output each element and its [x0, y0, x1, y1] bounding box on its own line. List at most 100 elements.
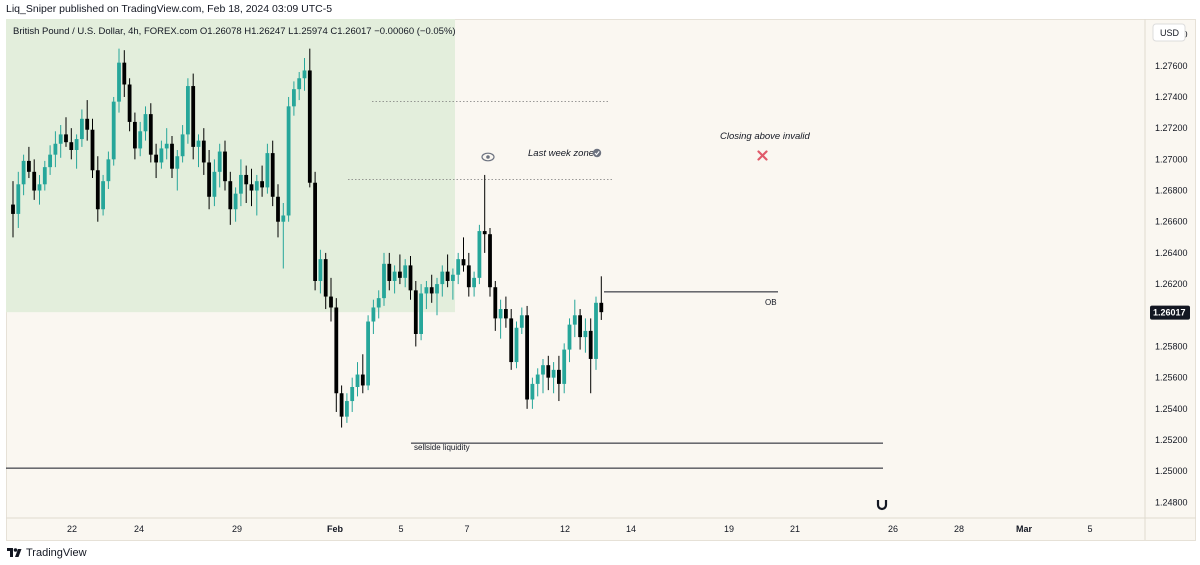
candle	[117, 48, 121, 113]
x-tick-label: 28	[954, 524, 964, 534]
candle	[382, 252, 386, 306]
y-tick-label: 1.25800	[1155, 341, 1188, 351]
candle	[307, 48, 312, 188]
candle	[355, 362, 360, 397]
header-bar: Liq_Sniper published on TradingView.com,…	[0, 0, 1200, 18]
candle	[265, 143, 270, 194]
candle	[101, 174, 105, 216]
x-tick-label: 22	[67, 524, 77, 534]
candle	[572, 299, 577, 338]
candle	[493, 280, 498, 331]
x-mark-icon	[757, 150, 768, 161]
candle	[408, 256, 413, 300]
candle	[578, 309, 582, 350]
candle	[345, 393, 349, 423]
candle	[32, 159, 37, 200]
y-tick-label: 1.26200	[1155, 279, 1188, 289]
candle	[488, 227, 492, 297]
candle	[276, 184, 280, 238]
candle	[376, 290, 381, 319]
ob-label: OB	[765, 298, 777, 307]
candle	[509, 309, 514, 370]
candle	[313, 171, 317, 291]
candle	[286, 96, 291, 222]
last-price-label: 1.26017	[1153, 308, 1186, 318]
candle	[186, 78, 190, 144]
y-tick-label: 1.25200	[1155, 435, 1188, 445]
candle	[249, 168, 254, 207]
candle	[143, 106, 148, 141]
candle	[53, 131, 58, 168]
candle	[180, 125, 185, 163]
candle	[170, 135, 174, 179]
candle	[366, 315, 370, 391]
candle	[594, 296, 598, 370]
candle	[11, 181, 15, 238]
candle	[90, 118, 95, 179]
candle	[424, 280, 429, 310]
candle	[80, 109, 84, 147]
candle	[403, 259, 408, 288]
candle	[466, 252, 471, 297]
x-tick-label: 21	[790, 524, 800, 534]
candle	[196, 134, 201, 168]
candle	[498, 299, 503, 339]
candle	[159, 140, 164, 169]
y-tick-label: 1.27000	[1155, 154, 1188, 164]
candle	[270, 140, 275, 207]
candle	[138, 121, 143, 157]
candle	[419, 284, 423, 341]
candle	[472, 271, 476, 297]
candle	[212, 159, 217, 207]
y-tick-label: 1.26600	[1155, 217, 1188, 227]
candle	[461, 237, 466, 272]
candle	[239, 159, 243, 207]
candle	[106, 151, 111, 189]
candle	[58, 125, 63, 158]
candle	[302, 57, 307, 91]
footer-brand[interactable]: TradingView	[26, 547, 87, 559]
footer: TradingView	[6, 545, 87, 561]
candle	[191, 73, 196, 160]
y-tick-label: 1.26800	[1155, 186, 1188, 196]
candle	[535, 368, 540, 397]
candle	[588, 318, 593, 394]
candle	[292, 81, 296, 116]
candle	[37, 174, 42, 205]
currency-button[interactable]	[1152, 23, 1186, 42]
candle	[583, 318, 588, 353]
candle	[329, 277, 333, 322]
candle	[95, 156, 100, 222]
candle	[154, 143, 158, 179]
currency-label: USD	[1160, 28, 1180, 38]
y-tick-label: 1.25400	[1155, 404, 1188, 414]
candle	[482, 174, 487, 253]
candle	[64, 117, 68, 147]
candle	[371, 299, 376, 334]
candle	[551, 362, 556, 394]
candle	[504, 296, 508, 328]
x-tick-label: 5	[1087, 524, 1092, 534]
symbol-legend: British Pound / U.S. Dollar, 4h, FOREX.c…	[13, 26, 456, 37]
magnet-icon[interactable]	[876, 500, 888, 511]
candle	[477, 224, 482, 285]
candle	[435, 277, 439, 316]
candle	[85, 100, 90, 141]
candle	[360, 354, 365, 394]
candle	[48, 145, 52, 175]
candle	[562, 343, 567, 394]
tradingview-logo-icon	[7, 548, 22, 557]
candle	[530, 377, 535, 409]
candle	[16, 171, 21, 228]
x-tick-label: 26	[888, 524, 898, 534]
eye-icon[interactable]	[481, 152, 495, 162]
candle	[297, 72, 302, 101]
x-tick-label: Mar	[1016, 524, 1033, 534]
candle	[244, 165, 249, 204]
last-week-zone-box	[6, 19, 455, 313]
sellside-label: sellside liquidity	[414, 443, 470, 452]
candle	[440, 265, 445, 297]
candle	[27, 146, 31, 179]
candle	[398, 254, 402, 285]
